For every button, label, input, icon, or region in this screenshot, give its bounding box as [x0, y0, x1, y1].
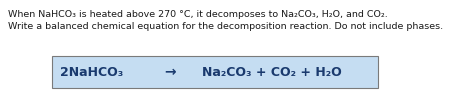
Text: 2NaHCO₃: 2NaHCO₃: [60, 66, 123, 78]
Text: Na₂CO₃ + CO₂ + H₂O: Na₂CO₃ + CO₂ + H₂O: [202, 66, 342, 78]
Text: When NaHCO₃ is heated above 270 °C, it decomposes to Na₂CO₃, H₂O, and CO₂.: When NaHCO₃ is heated above 270 °C, it d…: [8, 10, 388, 19]
FancyBboxPatch shape: [52, 56, 378, 88]
Text: Write a balanced chemical equation for the decomposition reaction. Do not includ: Write a balanced chemical equation for t…: [8, 22, 443, 31]
Text: →: →: [164, 65, 176, 79]
